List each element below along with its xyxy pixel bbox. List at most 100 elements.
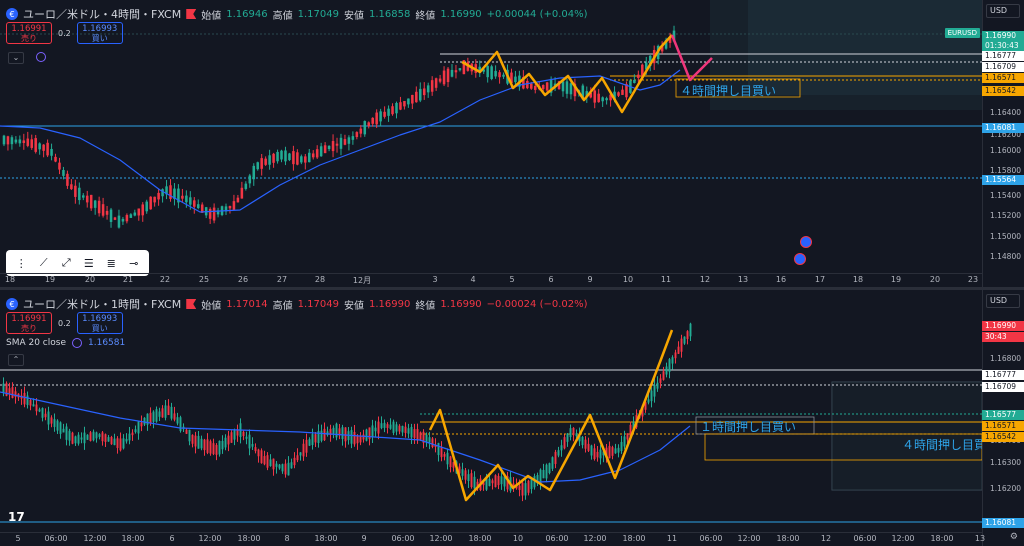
annotation-4h-buy[interactable]: ４時間押し目買い (680, 84, 777, 98)
tick-lbl-3: 1.15800 (989, 166, 1021, 175)
symbol-title[interactable]: ユーロ／米ドル・1時間・FXCM (23, 298, 182, 311)
candle-body (77, 434, 80, 444)
horizontal-line-icon[interactable]: ⊸ (129, 256, 139, 270)
candle-body (467, 474, 470, 482)
candle-body (566, 433, 569, 442)
event-icon-2[interactable] (794, 253, 806, 265)
chart-pane-4h[interactable]: € ユーロ／米ドル・4時間・FXCM 始値 1.16946 高値 1.17049… (0, 0, 1024, 287)
chart-canvas-1h[interactable] (0, 290, 982, 532)
ray-icon[interactable]: ⤢ (61, 256, 71, 269)
time-lbl-4: 22 (159, 275, 171, 284)
flag-icon[interactable] (186, 299, 197, 309)
candle-body (173, 413, 176, 420)
price-tag-2: 1.16777 (982, 51, 1024, 61)
candle-body (170, 406, 173, 419)
zigzag-line (461, 34, 673, 114)
buy-button[interactable]: 1.16993 買い (76, 312, 123, 334)
candle-body (302, 443, 305, 457)
candle-body (14, 139, 18, 143)
symbol-title[interactable]: ユーロ／米ドル・4時間・FXCM (23, 8, 182, 21)
candle-body (272, 153, 275, 163)
tradingview-logo[interactable]: 17 (8, 510, 25, 524)
candle-body (533, 476, 536, 488)
candle-body (109, 209, 113, 222)
annotation-4h-buy-bottom[interactable]: ４時間押し目買 (902, 438, 987, 452)
tick-lbl-5: 1.15200 (989, 211, 1021, 220)
candle-body (263, 456, 266, 465)
gear-icon[interactable]: ⚙ (1009, 532, 1018, 542)
candle-body (323, 145, 327, 154)
currency-button[interactable]: USD (986, 4, 1020, 18)
candle-body (626, 433, 629, 440)
time-axis-1h[interactable]: 5 06:00 12:00 18:00 6 12:00 18:00 8 18:00 9 06:00 1… (0, 532, 985, 546)
candle-body (407, 98, 410, 105)
candle-body (530, 83, 533, 89)
time-lbl-3: 18:00 (121, 534, 145, 543)
candle-body (54, 156, 57, 162)
candle-body (578, 434, 581, 442)
close-value: 1.16990 (440, 8, 482, 20)
candle-body (560, 445, 563, 451)
candle-body (625, 83, 628, 98)
candle-body (488, 478, 491, 486)
indicator-icon[interactable] (72, 338, 82, 348)
spread-value: 0.2 (58, 28, 71, 38)
candle-body (443, 454, 446, 457)
sell-button[interactable]: 1.16991 売り (6, 312, 52, 334)
candle-body (536, 474, 539, 484)
candle-body (434, 78, 438, 88)
candle-body (686, 331, 689, 339)
drag-handle-icon[interactable]: ⋮ (15, 256, 27, 270)
candle-body (224, 437, 227, 448)
price-axis-4h[interactable]: USD 1.16400 1.16200 1.16000 1.15800 1.15400 1… (982, 0, 1024, 287)
candle-body (450, 69, 454, 77)
candle-body (278, 464, 281, 469)
candle-body (368, 427, 371, 440)
candle-body (59, 422, 62, 434)
candle-body (264, 158, 267, 165)
sma-legend[interactable]: SMA 20 close 1.16581 (6, 338, 125, 348)
chevron-up-icon[interactable]: ⌃ (8, 354, 24, 366)
indicator-icon[interactable] (36, 52, 46, 62)
candle-body (344, 427, 347, 442)
change-value: −0.00024 (−0.02%) (486, 298, 588, 310)
candle-body (383, 111, 386, 117)
candle-body (482, 69, 485, 72)
event-icon[interactable] (800, 236, 812, 248)
candle-body (6, 136, 10, 145)
symbol-icon[interactable]: € (6, 8, 18, 20)
symbol-icon[interactable]: € (6, 298, 18, 310)
flag-icon[interactable] (186, 9, 197, 19)
annotation-1h-buy[interactable]: １時間押し目買い (700, 420, 797, 434)
currency-button[interactable]: USD (986, 294, 1020, 308)
pane-divider[interactable] (0, 287, 1024, 290)
candle-body (332, 427, 335, 434)
trend-line-icon[interactable]: ⟋ (39, 256, 48, 269)
time-lbl-16: 11 (660, 275, 672, 284)
candle-body (623, 436, 626, 447)
candle-body (389, 424, 392, 429)
fib-icon[interactable]: ≣ (106, 256, 116, 270)
time-axis-4h[interactable]: 18 19 20 21 22 25 26 27 28 12月 3 4 5 6 9 10 11 12 13 16 17 18… (0, 273, 982, 287)
candle-body (347, 137, 351, 144)
candle-body (545, 464, 548, 479)
chart-pane-1h[interactable]: € ユーロ／米ドル・1時間・FXCM 始値 1.17014 高値 1.17049… (0, 290, 1024, 546)
candle-body (379, 111, 382, 122)
candle-body (26, 395, 29, 405)
parallel-channel-icon[interactable]: ☰ (83, 256, 94, 270)
candle-body (212, 443, 215, 455)
buy-button[interactable]: 1.16993 買い (76, 22, 123, 44)
candle-body (233, 430, 236, 440)
chart-canvas-4h[interactable] (0, 0, 982, 273)
price-tag-0: 1.16990 (982, 321, 1024, 331)
candle-body (78, 187, 81, 201)
sell-button[interactable]: 1.16991 売り (6, 22, 52, 44)
candle-body (380, 423, 383, 429)
price-axis-1h[interactable]: USD 1.169001.168001.164001.163001.16200 … (982, 290, 1024, 546)
chevron-down-icon[interactable]: ⌄ (8, 52, 24, 64)
buy-label: 買い (91, 324, 108, 333)
candle-body (383, 422, 386, 428)
sell-label: 売り (21, 34, 37, 43)
candle-body (71, 432, 74, 444)
candle-body (101, 204, 105, 216)
